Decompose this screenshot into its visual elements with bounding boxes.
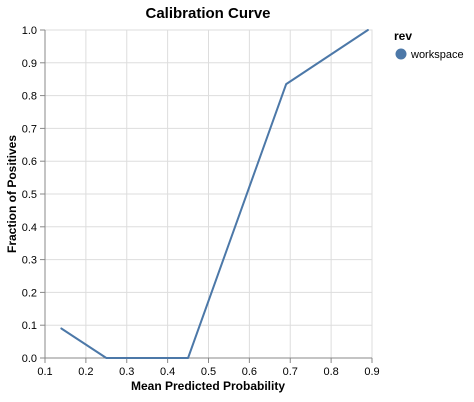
x-tick-label: 0.6 [242, 366, 257, 378]
y-tick-label: 0.2 [22, 287, 37, 299]
legend-label-workspace: workspace [410, 49, 464, 61]
x-tick-label: 0.9 [364, 366, 379, 378]
axis-layer: 0.1 0.2 0.3 0.4 0.5 0.6 0.7 0.8 0.90.00.10.20.30… [22, 25, 380, 378]
y-axis-label: Fraction of Positives [5, 135, 19, 253]
y-tick-label: 0.7 [22, 123, 37, 135]
x-tick-label: 0.3 [119, 366, 134, 378]
grid-layer [44, 29, 373, 359]
y-tick-label: 0.6 [22, 156, 37, 168]
legend: rev workspace [394, 29, 464, 61]
y-tick-label: 0.9 [22, 58, 37, 70]
x-tick-label: 0.8 [323, 366, 338, 378]
legend-swatch [395, 48, 407, 60]
y-tick-label: 0.0 [22, 353, 37, 365]
x-tick-label: 0.5 [201, 366, 216, 378]
x-tick-label: 0.1 [37, 366, 52, 378]
x-tick-label: 0.2 [78, 366, 93, 378]
x-tick-label: 0.7 [283, 366, 298, 378]
y-tick-label: 0.3 [22, 255, 37, 267]
legend-title: rev [394, 29, 412, 43]
x-axis-label: Mean Predicted Probability [131, 379, 285, 393]
x-tick-label: 0.4 [160, 366, 175, 378]
series-line-workspace [60, 29, 369, 359]
y-tick-label: 0.5 [22, 189, 37, 201]
y-tick-label: 0.8 [22, 91, 37, 103]
y-tick-label: 0.4 [22, 222, 37, 234]
y-tick-label: 1.0 [22, 25, 37, 37]
series-layer [60, 29, 369, 359]
y-tick-label: 0.1 [22, 320, 37, 332]
chart-title: Calibration Curve [145, 5, 270, 22]
